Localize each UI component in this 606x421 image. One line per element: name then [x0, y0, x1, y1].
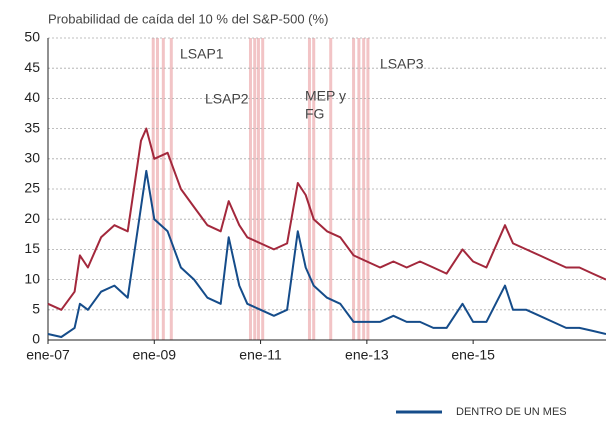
event-band	[169, 38, 173, 340]
y-tick-label: 15	[24, 240, 40, 256]
event-band	[248, 38, 252, 340]
series-line	[47, 127, 606, 311]
x-tick-label: ene-13	[345, 347, 389, 363]
annotation: LSAP3	[380, 56, 424, 72]
event-band	[253, 38, 257, 340]
x-tick-label: ene-07	[26, 347, 70, 363]
y-tick-label: 10	[24, 270, 40, 286]
annotation: LSAP1	[180, 46, 224, 62]
y-tick-label: 25	[24, 180, 40, 196]
event-band	[161, 38, 165, 340]
legend-label: DENTRO DE UN MES	[456, 406, 567, 418]
y-tick-label: 5	[32, 301, 40, 317]
y-tick-label: 45	[24, 59, 40, 75]
series-line	[47, 169, 606, 338]
chart-title: Probabilidad de caída del 10 % del S&P-5…	[48, 11, 328, 26]
annotation: LSAP2	[205, 91, 249, 107]
event-band	[362, 38, 366, 340]
annotation: FG	[305, 106, 324, 122]
y-tick-label: 35	[24, 119, 40, 135]
y-tick-label: 20	[24, 210, 40, 226]
event-band	[366, 38, 370, 340]
annotation: MEP y	[305, 88, 346, 104]
event-band	[261, 38, 265, 340]
x-tick-label: ene-09	[132, 347, 176, 363]
y-tick-label: 50	[24, 29, 40, 45]
x-tick-label: ene-15	[451, 347, 495, 363]
y-tick-label: 0	[32, 331, 40, 347]
event-band	[357, 38, 361, 340]
event-band	[256, 38, 260, 340]
y-tick-label: 40	[24, 89, 40, 105]
x-tick-label: ene-11	[239, 347, 282, 363]
y-tick-label: 30	[24, 150, 40, 166]
event-band	[329, 38, 333, 340]
